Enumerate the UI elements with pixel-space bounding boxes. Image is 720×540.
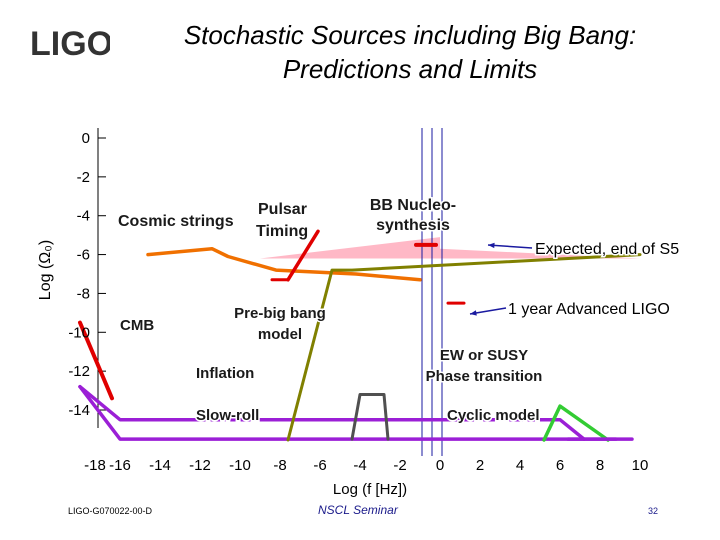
x-axis-label: Log (f [Hz]): [333, 481, 407, 498]
x-tick-label: 10: [632, 457, 649, 474]
series-cmb: [78, 320, 114, 401]
annotation-cyclic: Cyclic model: [447, 407, 540, 424]
x-tick-label: -18: [84, 457, 106, 474]
annotation-pre-big-bang-line-1: Pre-big bang: [234, 305, 326, 322]
x-tick-label: -10: [229, 457, 251, 474]
annotation-cosmic-strings: Cosmic strings: [118, 213, 234, 230]
annotation-inflation: Inflation: [196, 365, 254, 382]
x-tick-label: -8: [273, 457, 286, 474]
y-tick-label: -2: [77, 169, 90, 186]
x-tick-label: -4: [353, 457, 366, 474]
series-pulsar-limit: [286, 229, 320, 282]
vertical-markers: [421, 128, 443, 456]
y-tick-label: -12: [68, 363, 90, 380]
annotation-pulsar: Pulsar: [258, 201, 307, 218]
series-slow-roll: [78, 384, 586, 441]
series-cosmic-strings: [146, 246, 422, 282]
y-tick-label: 0: [82, 130, 90, 147]
chart-annotations: Pulsar Timing Cosmic strings BB Nucleo-synt…: [117, 196, 681, 426]
y-tick-label: -6: [77, 247, 90, 264]
page-number: 32: [648, 506, 659, 516]
bbn-limit-shape: [260, 237, 640, 259]
y-axis-label: Log (Ω₀): [37, 240, 54, 300]
ligo-logo: LIGO: [30, 25, 110, 62]
annotation-slow-roll: Slow-roll: [196, 407, 259, 424]
annotation-expected-s5: Expected, end of S5: [535, 241, 679, 258]
y-tick-label: -4: [77, 208, 90, 225]
annotation-bbn-line-2: synthesis: [376, 217, 450, 234]
ligo-logo-text: LIGO: [30, 25, 110, 62]
bbn-limit-region: [260, 237, 640, 259]
footer-doc-id: LIGO-G070022-00-D: [68, 506, 153, 516]
chart-series: [78, 229, 642, 442]
series-inflation: [78, 384, 634, 441]
tick-labels: 0 -2 -4 -6 -8 -10 -12 -14 -18 -16 -14 -12 -10 -8 -6 -4 -…: [37, 130, 648, 498]
y-tick-label: -8: [77, 285, 90, 302]
x-tick-label: -14: [149, 457, 171, 474]
chart-axes: [97, 128, 106, 428]
annotation-pre-big-bang-line-2: model: [258, 326, 302, 343]
annotation-bbn-line-1: BB Nucleo-: [370, 197, 456, 214]
annotation-timing: Timing: [256, 223, 308, 240]
arrow-s5: [487, 244, 533, 249]
annotation-cmb: CMB: [120, 317, 154, 334]
x-tick-label: 0: [436, 457, 444, 474]
y-tick-label: -14: [68, 402, 90, 419]
y-tick-label: -10: [68, 324, 90, 341]
x-tick-label: 8: [596, 457, 604, 474]
annotation-ew-susy-line-2: Phase transition: [426, 368, 543, 385]
x-tick-label: 4: [516, 457, 524, 474]
arrow-s5-head: [488, 242, 495, 249]
slide-title-line-1: Stochastic Sources including Big Bang:: [183, 20, 637, 50]
x-tick-label: -6: [313, 457, 326, 474]
annotation-ew-susy-line-1: EW or SUSY: [440, 347, 528, 364]
x-tick-label: 6: [556, 457, 564, 474]
footer-venue: NSCL Seminar: [318, 503, 398, 517]
x-tick-label: -12: [189, 457, 211, 474]
series-cyclic: [542, 404, 610, 442]
x-tick-label: 2: [476, 457, 484, 474]
series-pre-big-bang: [286, 253, 642, 442]
series-ew-susy: [350, 393, 390, 441]
slide-title-line-2: Predictions and Limits: [282, 54, 538, 84]
annotation-advanced-ligo: 1 year Advanced LIGO: [508, 301, 670, 318]
x-tick-label: -16: [109, 457, 131, 474]
arrow-advanced-ligo-head: [470, 310, 477, 316]
x-tick-label: -2: [393, 457, 406, 474]
